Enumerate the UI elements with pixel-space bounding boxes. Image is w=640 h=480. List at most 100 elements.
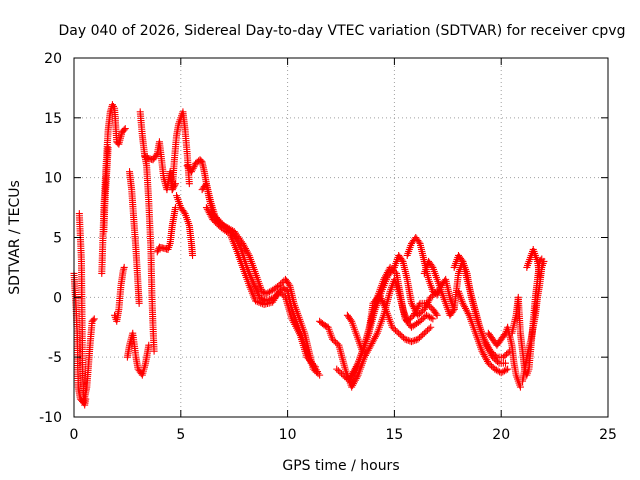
data-point	[540, 257, 548, 265]
data-point	[150, 347, 158, 355]
x-tick-label: 25	[599, 427, 617, 443]
data-point	[414, 335, 422, 343]
data-point	[395, 329, 403, 337]
data-point	[501, 359, 509, 367]
y-axis-label: SDTVAR / TECUs	[7, 180, 23, 295]
x-tick-label: 10	[279, 427, 297, 443]
data-point	[180, 208, 188, 216]
data-point	[401, 335, 409, 343]
data-point	[334, 367, 342, 375]
x-axis-label: GPS time / hours	[282, 458, 399, 474]
data-point	[328, 335, 336, 343]
y-tick-label: -5	[48, 350, 62, 366]
data-point	[190, 163, 198, 171]
data-point	[188, 166, 196, 174]
data-point	[170, 183, 178, 191]
data-point	[330, 337, 338, 345]
data-point	[398, 332, 406, 340]
data-point	[278, 290, 286, 298]
data-point	[153, 248, 161, 256]
data-point	[503, 350, 511, 358]
y-tick-label: 20	[44, 51, 62, 67]
x-tick-label: 0	[70, 427, 79, 443]
data-point	[353, 373, 361, 381]
data-point	[104, 144, 112, 152]
data-point	[425, 325, 433, 333]
data-point	[353, 361, 361, 369]
data-point	[432, 310, 440, 318]
data-point	[257, 299, 265, 307]
x-tick-label: 20	[492, 427, 510, 443]
data-markers	[70, 101, 548, 409]
data-point	[427, 293, 435, 301]
data-point	[396, 331, 404, 339]
data-point	[275, 287, 283, 295]
data-point	[427, 323, 435, 331]
data-point	[489, 353, 497, 361]
data-point	[415, 334, 423, 342]
data-point	[388, 323, 396, 331]
data-point	[428, 262, 436, 270]
data-point	[347, 316, 355, 324]
data-point	[189, 251, 197, 259]
data-point	[152, 151, 160, 159]
y-tick-label: 10	[44, 171, 62, 187]
data-point	[501, 352, 509, 360]
data-point	[336, 368, 344, 376]
data-point	[316, 371, 324, 379]
data-point	[90, 315, 98, 323]
data-point	[417, 332, 425, 340]
data-point	[449, 307, 457, 315]
data-point	[333, 365, 341, 373]
data-point	[415, 310, 423, 318]
y-tick-label: 0	[53, 290, 62, 306]
data-point	[332, 338, 340, 346]
data-point	[82, 395, 90, 403]
data-point	[312, 366, 320, 374]
data-point	[504, 365, 512, 373]
data-point	[424, 326, 432, 334]
data-point	[390, 325, 398, 333]
x-tick-label: 5	[176, 427, 185, 443]
data-point	[486, 361, 494, 369]
y-tick-label: 15	[44, 111, 62, 127]
data-point	[310, 361, 318, 369]
data-point	[277, 289, 285, 297]
data-point	[389, 266, 397, 274]
data-point	[398, 256, 406, 264]
data-point	[484, 359, 492, 367]
data-point	[429, 315, 437, 323]
data-point	[502, 366, 510, 374]
data-point	[339, 371, 347, 379]
data-point	[490, 355, 498, 363]
data-point	[275, 281, 283, 289]
data-point	[415, 301, 423, 309]
data-point	[403, 336, 411, 344]
data-point	[135, 299, 143, 307]
data-point	[464, 310, 472, 318]
x-tick-label: 15	[385, 427, 403, 443]
data-point	[189, 164, 197, 172]
data-point	[458, 256, 466, 264]
data-point	[388, 265, 396, 273]
data-point	[314, 368, 322, 376]
data-point	[536, 272, 544, 280]
data-point	[415, 238, 423, 246]
data-point	[391, 326, 399, 334]
data-point	[420, 329, 428, 337]
data-point	[433, 311, 441, 319]
data-point	[407, 338, 415, 346]
data-point	[422, 328, 430, 336]
data-point	[419, 314, 427, 322]
data-point	[338, 370, 346, 378]
data-point	[409, 337, 417, 345]
data-point	[121, 125, 129, 133]
data-point	[499, 353, 507, 361]
data-point	[253, 298, 261, 306]
data-point	[285, 280, 293, 288]
data-point	[417, 308, 425, 316]
data-point	[416, 317, 424, 325]
data-point	[411, 336, 419, 344]
data-point	[277, 280, 285, 288]
